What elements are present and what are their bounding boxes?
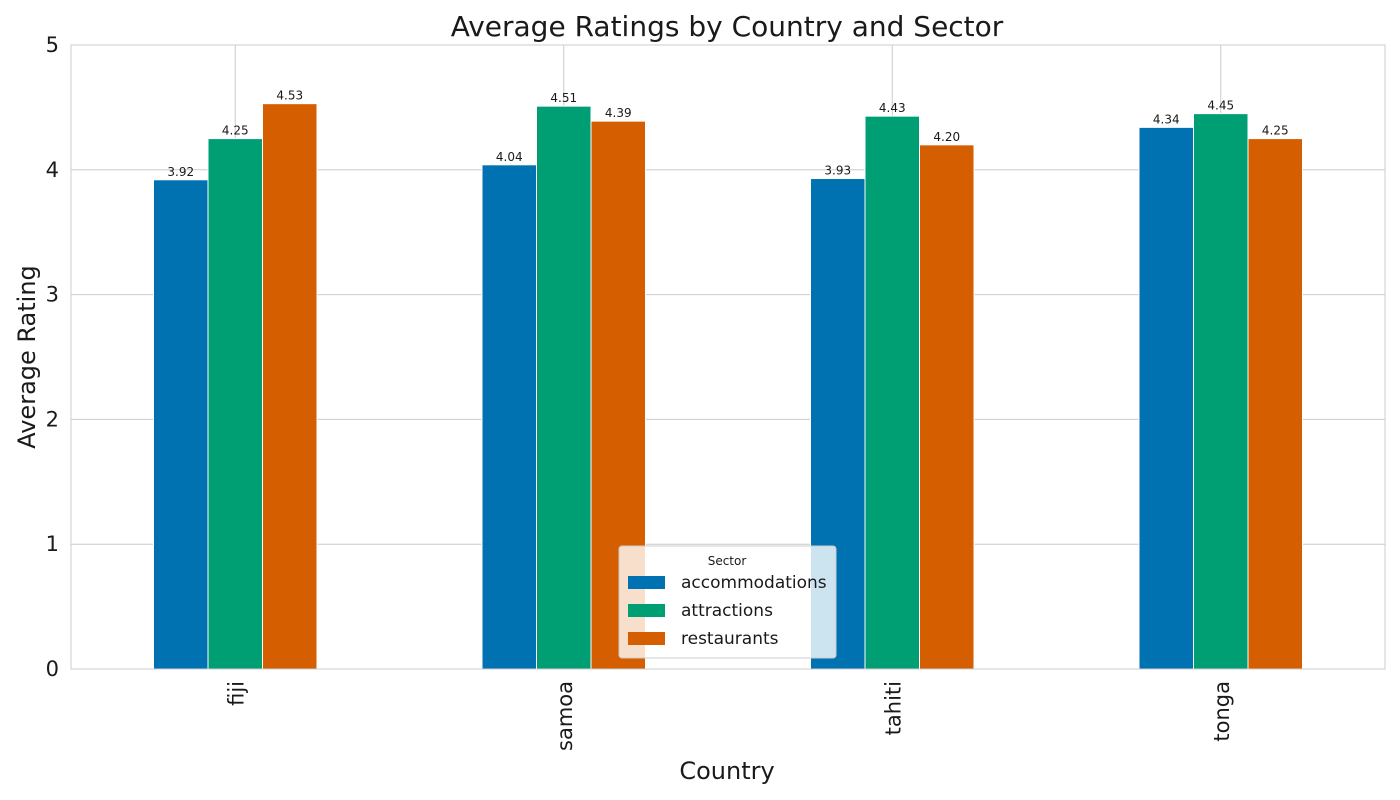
data-label: 3.93 [824,164,851,178]
data-label: 4.25 [222,124,249,138]
y-tick-labels: 0 1 2 3 4 5 [46,33,59,681]
legend-swatch-attractions [628,604,665,617]
legend-title: Sector [708,554,747,568]
data-label: 4.39 [605,106,632,120]
x-axis-label: Country [679,757,774,785]
y-tick-label: 5 [46,33,59,57]
data-label: 3.92 [167,165,194,179]
x-tick-labels: fiji samoa tahiti tonga [224,681,1234,751]
bar-restaurants-tahiti [919,144,975,670]
legend-box [618,545,837,659]
y-axis-label: Average Rating [13,265,41,449]
bar-accommodations-samoa [481,164,537,670]
y-tick-label: 3 [46,283,59,307]
bar-accommodations-tonga [1138,126,1194,670]
bar-restaurants-tonga [1247,138,1303,670]
legend-label-attractions: attractions [681,601,773,621]
legend-items: accommodations attractions restaurants [628,573,827,649]
bar-restaurants-fiji [262,103,318,670]
data-labels: 3.92 4.04 3.93 4.34 4.25 4.51 4.43 4.45 4.53 4.39… [167,89,1288,179]
x-tick-label: tonga [1210,681,1234,742]
legend-swatch-restaurants [628,632,665,645]
y-tick-label: 4 [46,158,59,182]
legend: Sector accommodations attractions restaura… [618,545,837,659]
x-tick-label: tahiti [881,681,905,735]
legend-label-restaurants: restaurants [681,629,779,649]
data-label: 4.53 [276,89,303,103]
chart-title: Average Ratings by Country and Sector [451,10,1004,43]
legend-label-accommodations: accommodations [681,573,827,593]
bar-attractions-fiji [207,138,263,670]
bar-accommodations-fiji [153,179,209,670]
plot-frame [70,44,1386,670]
bar-attractions-samoa [536,105,592,670]
bars [153,103,1303,670]
y-tick-label: 0 [46,657,59,681]
data-label: 4.51 [550,91,577,105]
x-tick-label: fiji [224,681,248,706]
bar-attractions-tonga [1193,113,1249,670]
y-tick-label: 2 [46,407,59,431]
data-label: 4.20 [933,130,960,144]
bar-attractions-tahiti [864,115,920,670]
data-label: 4.25 [1262,124,1289,138]
data-label: 4.43 [879,101,906,115]
data-label: 4.45 [1207,99,1234,113]
legend-swatch-accommodations [628,576,665,589]
y-tick-label: 1 [46,532,59,556]
data-label: 4.34 [1153,112,1180,126]
x-tick-label: samoa [553,681,577,751]
data-label: 4.04 [496,150,523,164]
